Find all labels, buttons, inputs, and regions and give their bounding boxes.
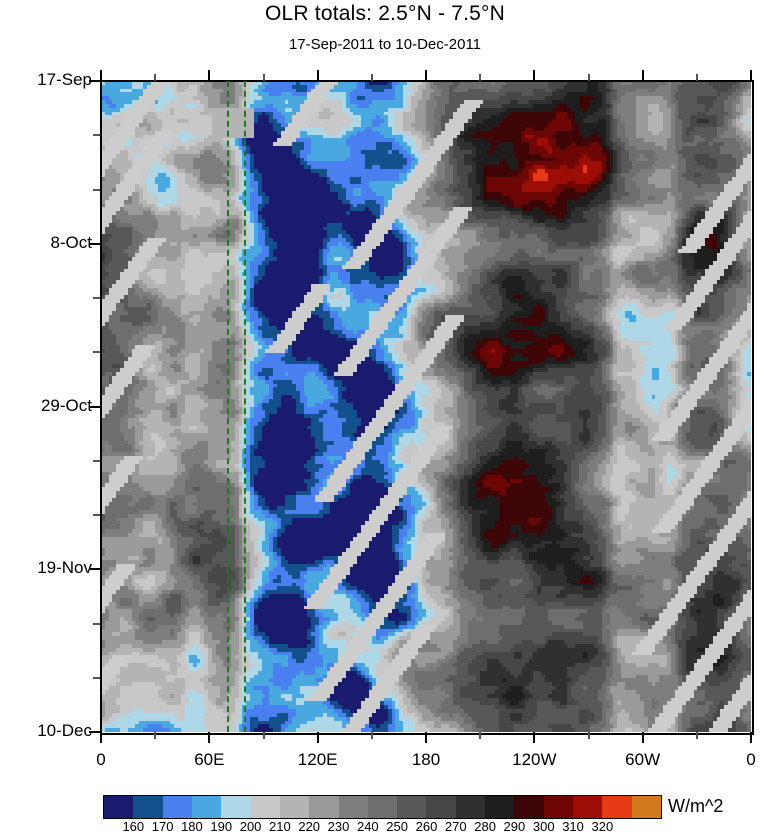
y-tick-major: [89, 405, 100, 408]
colorbar-swatch: [426, 796, 456, 818]
colorbar-swatch: [191, 796, 222, 818]
x-axis-tick-label: 60E: [194, 750, 225, 769]
x-tick-major: [208, 70, 211, 81]
y-axis-tick-label: 19-Nov: [37, 558, 92, 578]
y-axis-tick-label: 10-Dec: [37, 721, 92, 740]
x-tick-major: [100, 732, 102, 743]
colorbar-tick-label: 210: [269, 819, 291, 834]
x-axis-tick-label: 120W: [512, 750, 557, 769]
colorbar-tick-label: 230: [327, 819, 350, 834]
colorbar-swatch: [250, 796, 280, 818]
x-axis-tick-label: 0: [746, 750, 756, 769]
x-axis-tick-label: 120E: [297, 750, 338, 769]
x-tick-major: [316, 732, 319, 743]
colorbar-swatch: [485, 796, 515, 818]
colorbar-swatch: [602, 796, 632, 818]
colorbar-tick-label: 180: [181, 819, 203, 834]
y-tick-minor: [93, 297, 100, 299]
y-axis-tick-label: 29-Oct: [40, 395, 92, 415]
x-tick-major: [100, 70, 102, 81]
x-tick-major: [425, 70, 427, 81]
y-tick-minor: [93, 351, 100, 354]
colorbar-tick-label: 160: [122, 819, 145, 834]
colorbar-tick-label: 300: [532, 819, 555, 834]
x-tick-minor: [479, 74, 482, 81]
x-tick-minor: [154, 732, 157, 739]
y-tick-major: [89, 242, 100, 245]
green-dashed-line-east: [243, 81, 246, 732]
x-tick-minor: [587, 74, 590, 81]
colorbar-swatch: [221, 796, 251, 818]
x-axis-tick-label: 60W: [625, 750, 661, 769]
x-axis-tick-label: 0: [96, 750, 106, 769]
x-tick-major: [425, 732, 427, 743]
colorbar-unit-label: W/m^2: [668, 796, 724, 816]
colorbar-tick-label: 200: [239, 819, 262, 834]
colorbar-swatch: [338, 796, 368, 818]
colorbar-swatch: [309, 796, 339, 818]
x-tick-minor: [695, 74, 698, 81]
x-tick-major: [750, 732, 752, 743]
green-dashed-line-west: [227, 81, 230, 732]
y-tick-minor: [93, 188, 100, 191]
plot-frame: [100, 80, 754, 735]
y-axis-tick-label: 8-Oct: [50, 232, 92, 252]
hovmoller-field: [101, 81, 751, 732]
colorbar-tick-label: 240: [356, 819, 379, 834]
colorbar: [103, 795, 662, 819]
colorbar-tick-label: 170: [151, 819, 174, 834]
colorbar-swatch: [279, 796, 310, 818]
x-tick-minor: [154, 74, 157, 81]
x-tick-major: [208, 732, 211, 743]
colorbar-tick-label: 270: [444, 819, 467, 834]
x-tick-minor: [479, 732, 482, 739]
x-tick-minor: [370, 74, 373, 81]
y-tick-minor: [93, 676, 100, 679]
colorbar-swatch: [455, 796, 486, 818]
colorbar-swatch: [573, 796, 603, 818]
x-tick-minor: [262, 732, 265, 739]
page-title: OLR totals: 2.5°N - 7.5°N: [264, 2, 506, 25]
colorbar-tick-label: 250: [386, 819, 408, 834]
colorbar-tick-label: 320: [591, 819, 614, 834]
colorbar-swatch: [397, 796, 427, 818]
x-tick-minor: [695, 732, 698, 739]
colorbar-swatch: [162, 796, 192, 818]
x-tick-major: [533, 732, 536, 743]
colorbar-tick-label: 260: [415, 819, 438, 834]
x-tick-minor: [370, 732, 373, 739]
colorbar-tick-label: 280: [474, 819, 496, 834]
page-subtitle: 17-Sep-2011 to 10-Dec-2011: [288, 36, 482, 53]
colorbar-tick-label: 310: [562, 819, 584, 834]
y-tick-major: [89, 568, 100, 571]
x-tick-minor: [587, 732, 590, 739]
colorbar-tick-label: 290: [503, 819, 526, 834]
colorbar-tick-label: 220: [298, 819, 321, 834]
x-tick-major: [641, 732, 644, 743]
y-tick-major: [89, 731, 100, 733]
colorbar-tick-label: 190: [210, 819, 233, 834]
colorbar-swatch: [367, 796, 398, 818]
colorbar-swatch: [514, 796, 544, 818]
x-axis-tick-label: 180: [411, 750, 441, 769]
y-axis-tick-label: 17-Sep: [37, 70, 92, 89]
y-tick-minor: [93, 514, 100, 516]
colorbar-swatch: [133, 796, 163, 818]
x-tick-major: [750, 70, 752, 81]
x-tick-major: [533, 70, 536, 81]
y-tick-major: [89, 80, 100, 82]
colorbar-swatch: [543, 796, 573, 818]
colorbar-swatch: [104, 796, 134, 818]
y-tick-minor: [93, 622, 100, 625]
y-tick-minor: [93, 459, 100, 462]
x-tick-major: [316, 70, 319, 81]
colorbar-swatch: [631, 796, 661, 818]
x-tick-minor: [262, 74, 265, 81]
y-tick-minor: [93, 134, 100, 137]
x-tick-major: [641, 70, 644, 81]
